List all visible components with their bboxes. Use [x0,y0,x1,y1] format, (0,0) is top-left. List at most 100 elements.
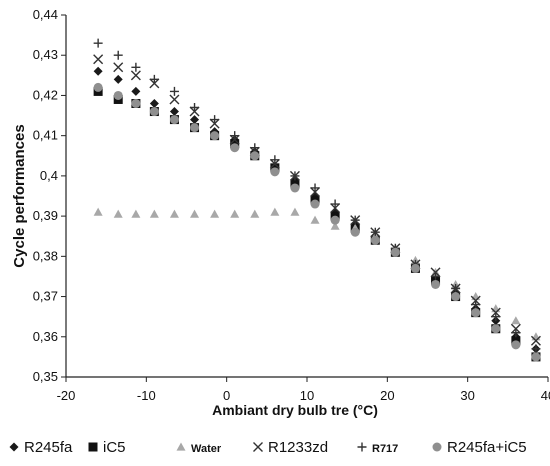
data-point-r1233zd [93,54,104,65]
legend-item-ic5: iC5 [88,439,126,456]
data-point-r245fa-ic5 [290,183,300,193]
x-tick-label: -10 [137,388,156,403]
x-tick-label: 30 [460,388,474,403]
legend-label: R245fa+iC5 [447,439,527,456]
data-point-r245fa-ic5 [250,151,260,161]
y-tick-label: 0,38 [33,248,58,263]
data-point-r717 [491,312,501,322]
legend-label: R1233zd [268,439,328,456]
data-point-r1233zd [113,62,124,73]
data-point-r717 [290,171,300,181]
data-point-r717 [431,271,441,281]
data-point-water [330,221,340,230]
axes-layer [65,15,548,378]
data-point-r245fa-ic5 [310,199,320,209]
data-point-r245fa [113,74,123,84]
data-point-r1233zd [169,94,180,105]
data-point-r245fa [149,98,159,108]
legend-marker [357,442,367,452]
x-tick-label: -20 [57,388,76,403]
legend-item-r1233zd: R1233zd [253,439,328,456]
legend-item-r245fa: R245fa [9,439,73,456]
data-point-water [511,316,521,325]
titles-layer: Ambiant dry bulb tre (°C) Cycle performa… [11,124,378,418]
data-point-water [531,332,541,341]
data-point-r245fa-ic5 [451,292,461,302]
y-tick-label: 0,4 [40,168,58,183]
y-tick-label: 0,35 [33,369,58,384]
data-point-water [290,207,300,216]
y-tick-label: 0,43 [33,47,58,62]
data-point-r245fa-ic5 [431,279,441,289]
data-point-r245fa-ic5 [390,247,400,257]
y-axis-title: Cycle performances [11,124,28,267]
legend-label: Water [191,443,222,455]
data-point-water [230,209,240,218]
data-point-r245fa-ic5 [230,143,240,153]
legend-label: R245fa [24,439,73,456]
x-axis-title: Ambiant dry bulb tre (°C) [212,402,378,418]
data-point-water [250,209,260,218]
x-tick-label: 40 [541,388,550,403]
data-point-r245fa-ic5 [113,90,123,100]
data-point-r717 [531,344,541,354]
data-point-r717 [350,215,360,225]
data-point-r717 [93,38,103,48]
data-point-r717 [310,183,320,193]
legend-marker [432,442,442,452]
series-r245fa-ic5 [93,82,541,362]
legend-marker [176,442,186,451]
data-point-water [491,304,501,313]
legend-item-water: Water [176,442,222,455]
data-point-r1233zd [530,335,541,346]
data-point-r717 [210,115,220,125]
data-point-r717 [230,131,240,141]
ticks-layer: 0,35 0,36 0,37 0,38 0,39 0,4 0,41 0,42 0,43 0,44 -… [33,7,550,403]
legend-marker [88,442,98,452]
legend-item-r245fa-ic5: R245fa+iC5 [432,439,527,456]
data-point-r245fa-ic5 [169,115,179,125]
series-layer [93,38,541,362]
legend-label: R717 [372,443,398,455]
data-point-r245fa-ic5 [190,123,200,133]
y-tick-label: 0,39 [33,208,58,223]
series-r1233zd [93,54,541,346]
data-point-water [113,209,123,218]
data-point-r717 [370,227,380,237]
y-tick-label: 0,44 [33,7,58,22]
data-point-r717 [190,103,200,113]
data-point-r245fa-ic5 [491,324,501,334]
data-point-r245fa-ic5 [93,82,103,92]
data-point-r717 [250,143,260,153]
data-point-r717 [330,199,340,209]
x-tick-label: 20 [380,388,394,403]
data-point-water [270,207,280,216]
data-point-r245fa-ic5 [131,98,141,108]
data-point-r245fa-ic5 [370,235,380,245]
data-point-r245fa [169,107,179,117]
series-r717 [93,38,541,354]
data-point-r717 [113,50,123,60]
legend-label: iC5 [103,439,126,456]
data-point-r245fa [131,86,141,96]
data-point-r245fa-ic5 [270,167,280,177]
data-point-r245fa [93,66,103,76]
data-point-r717 [169,86,179,96]
series-r245fa [93,66,541,354]
y-tick-label: 0,37 [33,289,58,304]
series-water [93,207,541,341]
data-point-r245fa-ic5 [471,308,481,318]
series-ic5 [93,86,541,362]
data-point-r717 [511,328,521,338]
data-point-water [310,215,320,224]
x-tick-label: 10 [300,388,314,403]
data-point-r717 [451,284,461,294]
data-point-water [169,209,179,218]
data-point-r717 [270,155,280,165]
y-tick-label: 0,42 [33,87,58,102]
legend-item-r717: R717 [357,442,398,455]
data-point-r717 [149,74,159,84]
data-point-water [471,292,481,301]
data-point-r245fa-ic5 [330,215,340,225]
